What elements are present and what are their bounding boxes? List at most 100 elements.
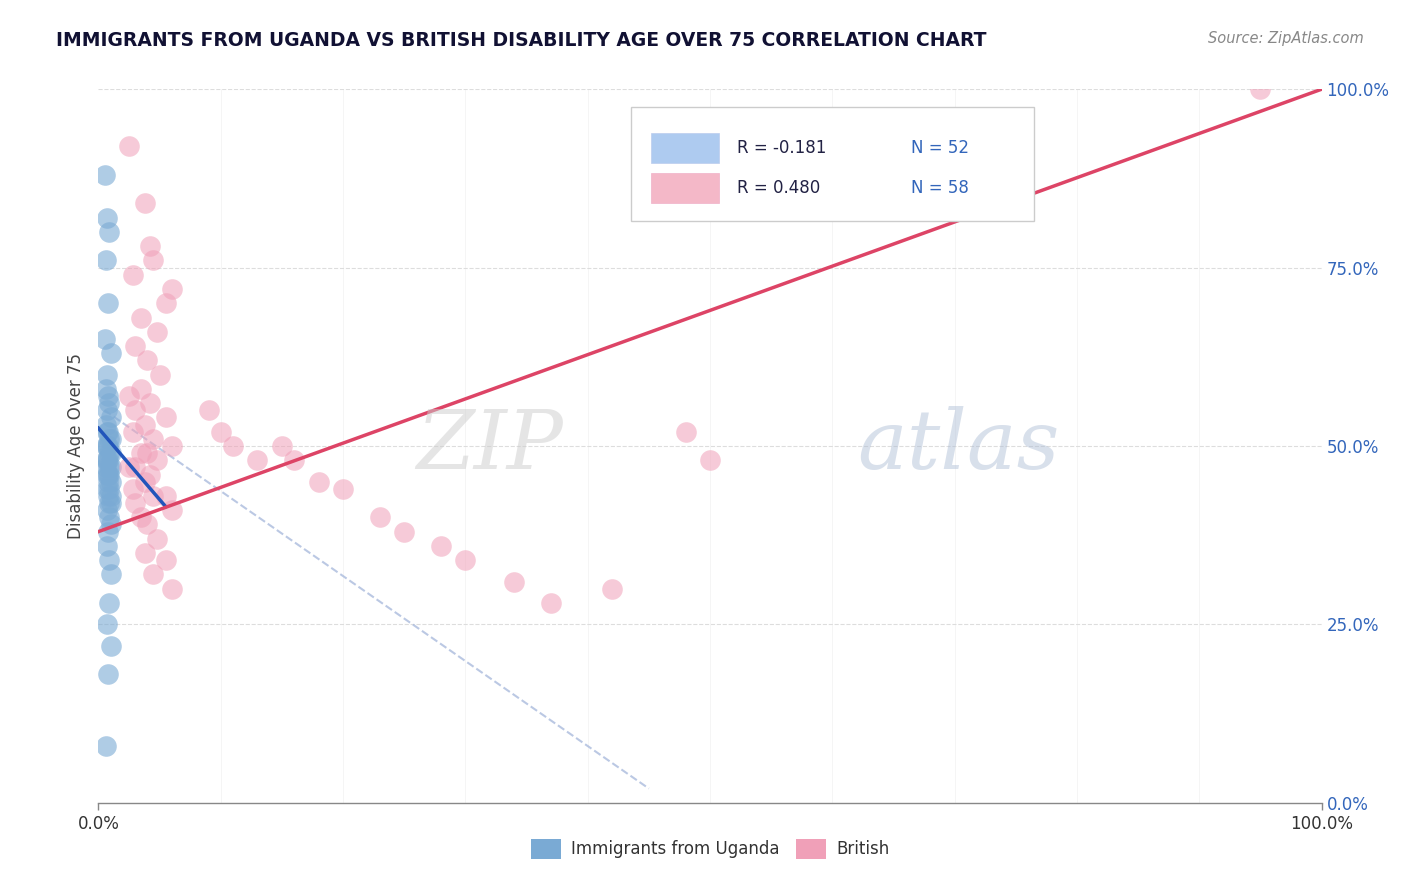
Point — [142, 253, 165, 268]
Point — [675, 425, 697, 439]
Point — [160, 582, 183, 596]
Point — [146, 453, 169, 467]
Point — [96, 368, 118, 382]
Point — [100, 567, 122, 582]
Text: R = 0.480: R = 0.480 — [737, 178, 820, 196]
Point — [124, 460, 146, 475]
Point — [503, 574, 526, 589]
Point — [124, 339, 146, 353]
Point — [222, 439, 245, 453]
Point — [94, 439, 117, 453]
Point — [155, 410, 177, 425]
Point — [96, 211, 118, 225]
Point — [124, 403, 146, 417]
Point — [96, 482, 118, 496]
Point — [94, 460, 117, 475]
Point — [98, 553, 121, 567]
Point — [160, 439, 183, 453]
Point — [98, 446, 121, 460]
Point — [96, 617, 118, 632]
Point — [98, 396, 121, 410]
Point — [97, 467, 120, 482]
Point — [270, 439, 294, 453]
Point — [97, 425, 120, 439]
Text: IMMIGRANTS FROM UGANDA VS BRITISH DISABILITY AGE OVER 75 CORRELATION CHART: IMMIGRANTS FROM UGANDA VS BRITISH DISABI… — [56, 31, 987, 50]
Point — [100, 410, 122, 425]
Point — [100, 460, 122, 475]
Point — [121, 482, 143, 496]
Point — [98, 460, 121, 475]
Point — [97, 389, 120, 403]
Point — [142, 567, 165, 582]
Point — [134, 546, 156, 560]
Point — [98, 467, 121, 482]
Point — [129, 510, 152, 524]
Point — [155, 489, 177, 503]
Point — [699, 453, 721, 467]
Point — [94, 739, 117, 753]
FancyBboxPatch shape — [651, 173, 718, 202]
Point — [430, 539, 453, 553]
Point — [136, 353, 159, 368]
Point — [100, 446, 122, 460]
Point — [100, 639, 122, 653]
Point — [129, 310, 152, 325]
Point — [136, 517, 159, 532]
Point — [97, 524, 120, 539]
Point — [98, 596, 121, 610]
Text: Source: ZipAtlas.com: Source: ZipAtlas.com — [1208, 31, 1364, 46]
Point — [283, 453, 305, 467]
Point — [136, 446, 159, 460]
Point — [540, 596, 562, 610]
Point — [100, 432, 122, 446]
Point — [454, 553, 477, 567]
Point — [155, 296, 177, 310]
Legend: Immigrants from Uganda, British: Immigrants from Uganda, British — [524, 832, 896, 866]
Point — [96, 539, 118, 553]
Text: atlas: atlas — [856, 406, 1059, 486]
Point — [146, 325, 169, 339]
Point — [96, 467, 118, 482]
Point — [98, 510, 121, 524]
Y-axis label: Disability Age Over 75: Disability Age Over 75 — [66, 353, 84, 539]
Point — [139, 467, 162, 482]
Point — [100, 517, 122, 532]
Point — [118, 389, 141, 403]
Point — [129, 382, 152, 396]
Point — [100, 496, 122, 510]
Point — [93, 168, 115, 182]
Text: ZIP: ZIP — [416, 406, 564, 486]
Point — [100, 346, 122, 360]
Text: N = 52: N = 52 — [911, 139, 969, 157]
Text: N = 58: N = 58 — [911, 178, 969, 196]
Point — [142, 432, 165, 446]
Point — [392, 524, 416, 539]
Point — [160, 503, 183, 517]
Point — [97, 439, 120, 453]
Point — [308, 475, 330, 489]
Point — [96, 453, 118, 467]
Point — [100, 489, 122, 503]
Point — [134, 417, 156, 432]
Point — [96, 403, 118, 417]
Point — [94, 253, 117, 268]
Point — [98, 225, 121, 239]
Point — [97, 489, 120, 503]
Point — [121, 425, 143, 439]
Point — [160, 282, 183, 296]
Point — [97, 667, 120, 681]
Point — [100, 475, 122, 489]
Point — [124, 496, 146, 510]
FancyBboxPatch shape — [630, 107, 1035, 221]
Point — [121, 268, 143, 282]
Point — [134, 475, 156, 489]
Point — [139, 239, 162, 253]
Point — [118, 139, 141, 153]
Point — [155, 553, 177, 567]
Point — [96, 439, 118, 453]
Point — [332, 482, 354, 496]
Point — [98, 482, 121, 496]
Point — [96, 503, 118, 517]
Point — [97, 296, 120, 310]
Point — [368, 510, 391, 524]
